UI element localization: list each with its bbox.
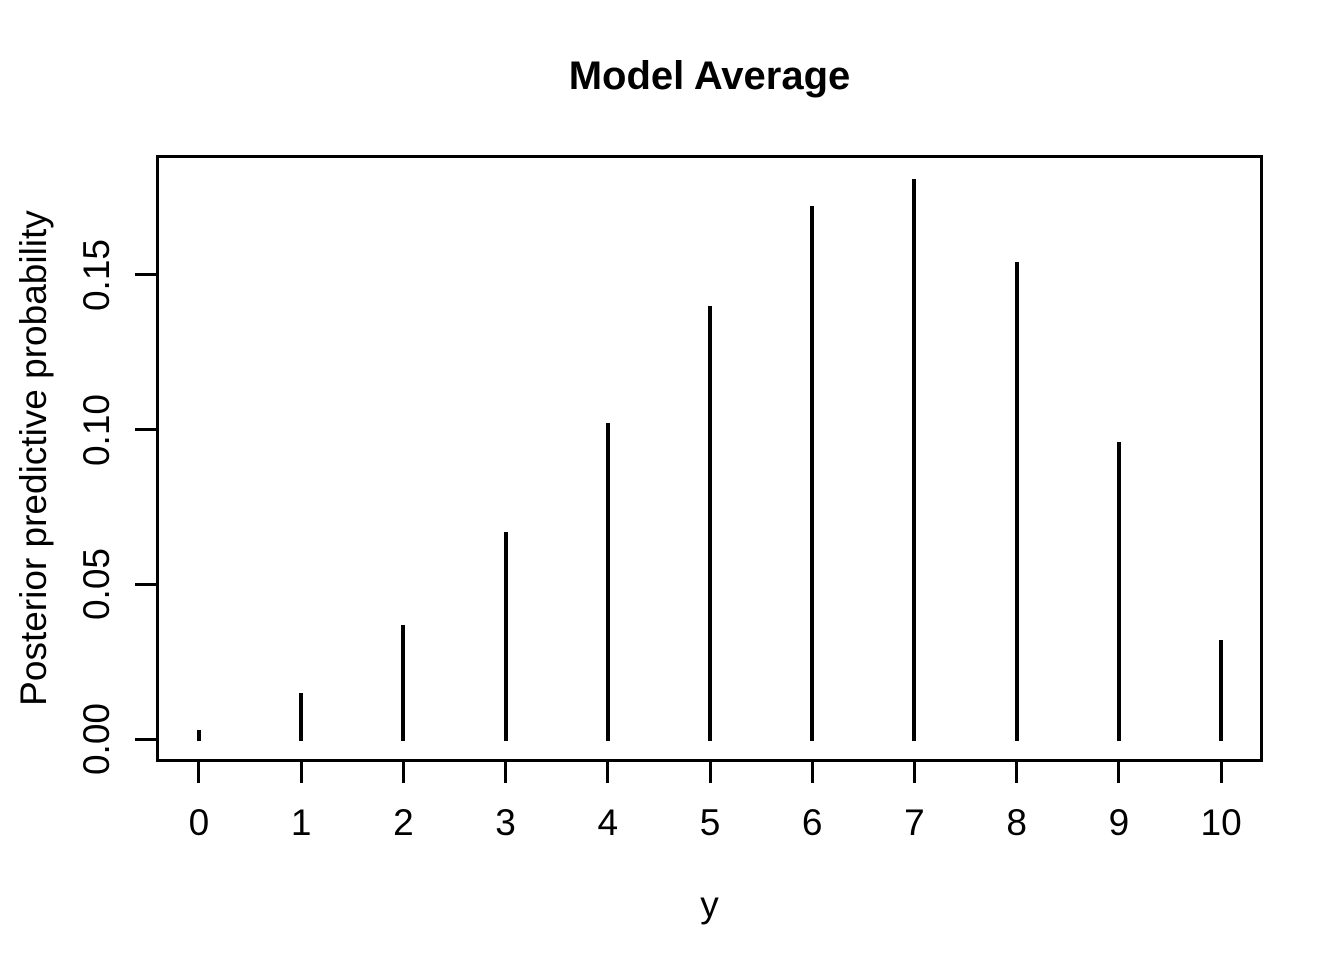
x-tick-mark [1117,762,1121,783]
x-tick-label: 10 [1200,802,1242,843]
y-tick-label: 0.05 [76,548,117,621]
x-tick-mark [708,762,712,783]
x-tick-label: 0 [188,802,210,843]
x-tick-mark [299,762,303,783]
data-spike [299,692,304,742]
y-tick-mark [135,428,156,432]
x-tick-label: 5 [699,802,721,843]
x-tick-mark [1219,762,1223,783]
y-tick-mark [135,737,156,741]
x-tick-label: 7 [904,802,925,843]
data-spike [708,305,712,742]
y-axis-title: Posterior predictive probability [13,210,54,706]
data-spike [810,206,815,742]
data-spike [503,531,508,742]
plot-area-border [156,155,1263,762]
data-spike [605,423,610,742]
x-tick-mark [1015,762,1019,783]
x-tick-label: 2 [393,802,414,843]
x-tick-label: 3 [495,802,516,843]
x-tick-mark [810,762,814,783]
x-tick-mark [504,762,508,783]
data-spike [1219,640,1224,742]
y-tick-mark [135,273,156,277]
y-tick-label: 0.15 [76,238,117,311]
x-tick-label: 1 [290,802,312,843]
data-spike [401,624,406,742]
x-tick-mark [912,762,916,783]
x-tick-mark [197,762,201,783]
x-tick-label: 4 [597,802,619,843]
y-tick-label: 0.10 [76,393,117,466]
y-tick-label: 0.00 [76,703,117,776]
chart-title: Model Average [568,54,851,98]
x-tick-mark [401,762,405,783]
y-tick-mark [135,582,156,586]
x-tick-label: 6 [801,802,823,843]
data-spike [1014,262,1019,742]
x-tick-label: 8 [1006,802,1027,843]
x-axis-title: y [700,884,719,925]
x-tick-label: 9 [1108,802,1130,843]
data-spike [912,178,917,742]
data-spike [196,730,201,742]
data-spike [1116,441,1121,742]
x-tick-mark [606,762,610,783]
